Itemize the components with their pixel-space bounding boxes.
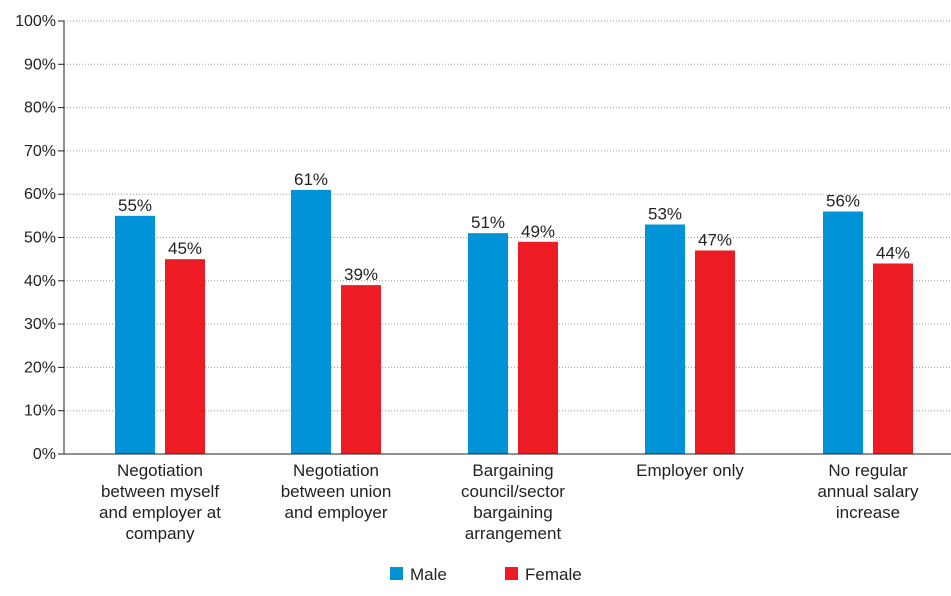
category-label: and employer xyxy=(284,503,387,522)
gridlines xyxy=(64,20,951,412)
category-label: increase xyxy=(836,503,900,522)
y-tick-label: 0% xyxy=(33,446,56,463)
y-tick-label: 20% xyxy=(24,359,56,376)
category-label: between union xyxy=(281,482,392,501)
data-label-male-2: 51% xyxy=(471,213,505,232)
bar-male-0 xyxy=(115,215,155,454)
bar-male-1 xyxy=(291,189,331,454)
data-label-male-3: 53% xyxy=(648,205,682,224)
data-label-male-4: 56% xyxy=(826,192,860,211)
category-label: No regular xyxy=(828,461,908,480)
y-tick-label: 70% xyxy=(24,143,56,160)
bar-male-4 xyxy=(823,211,863,454)
data-labels: 55% 45% 61% 39% 51% 49% 53% 47% 56% 44% xyxy=(118,170,910,284)
category-label: Negotiation xyxy=(117,461,203,480)
category-label: Employer only xyxy=(636,461,744,480)
bars xyxy=(115,189,913,454)
category-label: arrangement xyxy=(465,524,562,543)
legend-label-female: Female xyxy=(525,565,582,584)
bar-female-3 xyxy=(695,250,735,454)
legend: Male Female xyxy=(390,565,582,584)
category-label: company xyxy=(126,524,195,543)
bar-female-4 xyxy=(873,263,913,454)
data-label-female-4: 44% xyxy=(876,243,910,262)
data-label-male-1: 61% xyxy=(294,170,328,189)
category-label: Negotiation xyxy=(293,461,379,480)
category-label: council/sector xyxy=(461,482,565,501)
y-tick-label: 30% xyxy=(24,316,56,333)
data-label-male-0: 55% xyxy=(118,196,152,215)
y-tick-label: 50% xyxy=(24,230,56,247)
y-tick-label: 40% xyxy=(24,273,56,290)
x-axis-categories: Negotiation between myself and employer at… xyxy=(99,461,919,543)
y-tick-label: 100% xyxy=(15,13,56,30)
bar-female-1 xyxy=(341,285,381,454)
legend-label-male: Male xyxy=(410,565,447,584)
y-tick-label: 60% xyxy=(24,186,56,203)
y-tick-label: 80% xyxy=(24,100,56,117)
y-axis-ticks: 0% 10% 20% 30% 40% 50% 60% 70% 80% 90% 100% xyxy=(15,13,64,463)
data-label-female-3: 47% xyxy=(698,230,732,249)
category-label: bargaining xyxy=(473,503,552,522)
data-label-female-1: 39% xyxy=(344,265,378,284)
category-label: Bargaining xyxy=(472,461,553,480)
bar-male-3 xyxy=(645,224,685,454)
bar-female-0 xyxy=(165,259,205,454)
category-label: and employer at xyxy=(99,503,221,522)
data-label-female-2: 49% xyxy=(521,222,555,241)
y-tick-label: 10% xyxy=(24,403,56,420)
bar-female-2 xyxy=(518,241,558,454)
legend-swatch-female xyxy=(505,567,518,580)
axes xyxy=(58,21,951,455)
legend-swatch-male xyxy=(390,567,403,580)
y-tick-label: 90% xyxy=(24,56,56,73)
bar-male-2 xyxy=(468,233,508,454)
category-label: between myself xyxy=(101,482,219,501)
category-label: annual salary xyxy=(817,482,919,501)
data-label-female-0: 45% xyxy=(168,239,202,258)
